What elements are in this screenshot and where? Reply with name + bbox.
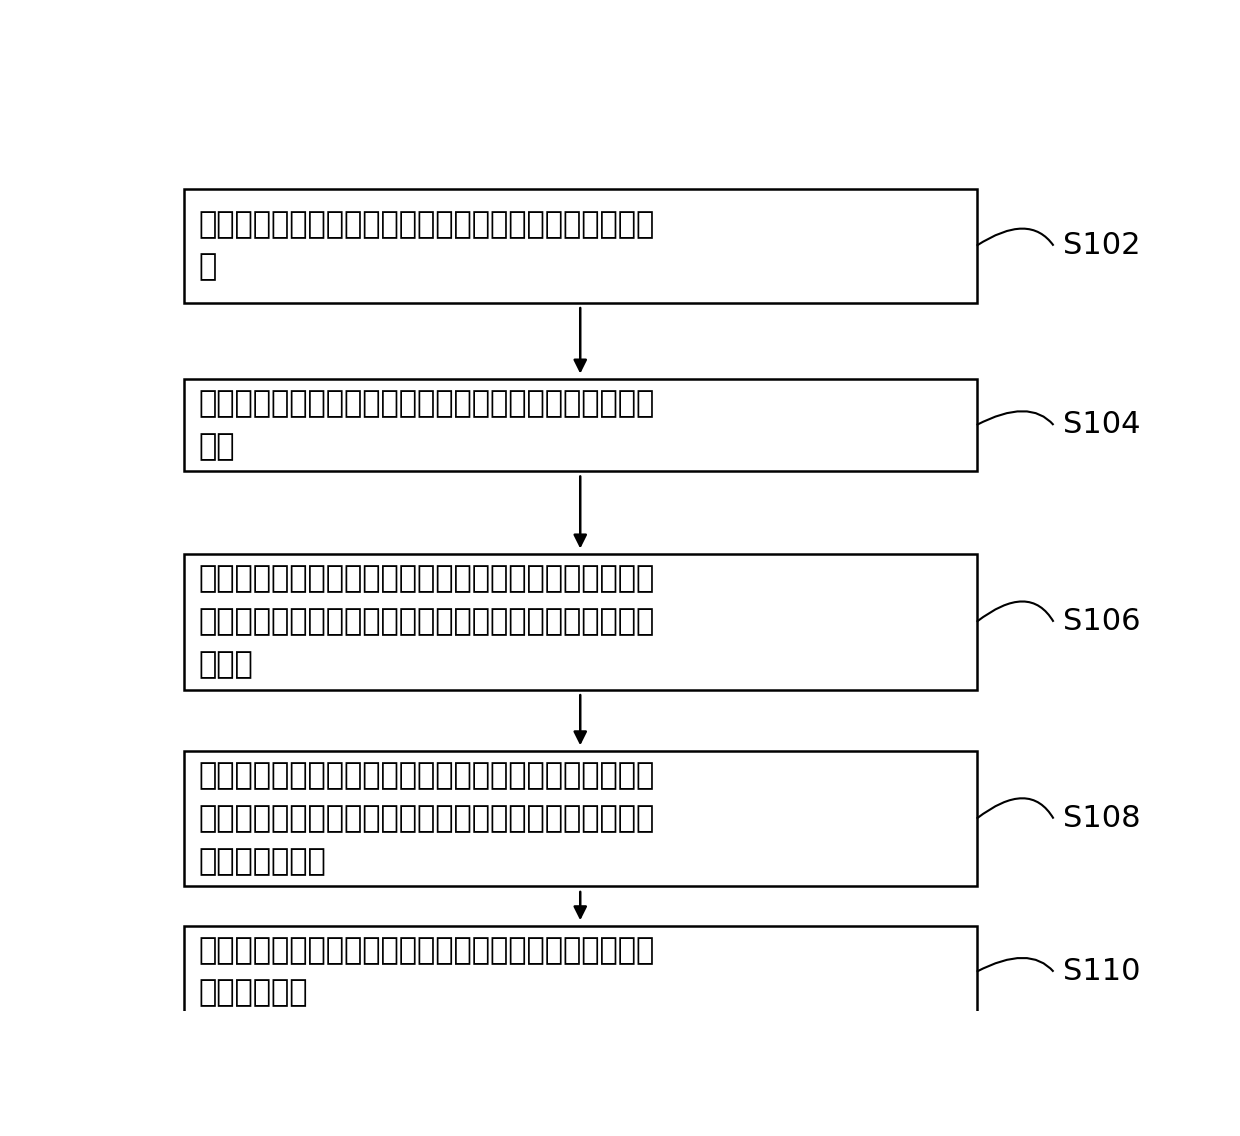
Bar — [184, 926, 977, 1018]
Text: S110: S110 — [1063, 958, 1141, 986]
Text: 对无线通信信号进行频谱分析，得到无线通信信号的信号
频谱: 对无线通信信号进行频谱分析，得到无线通信信号的信号 频谱 — [198, 389, 655, 461]
Bar — [184, 189, 977, 302]
Text: 对无线通信信号和第一抵消信号进行处理，得到处理后的
无线通信信号: 对无线通信信号和第一抵消信号进行处理，得到处理后的 无线通信信号 — [198, 936, 655, 1008]
Bar — [184, 751, 977, 886]
Text: S104: S104 — [1063, 410, 1141, 440]
Text: 获取在开启无线通信集成电路的天线时采集的无线通信信
号: 获取在开启无线通信集成电路的天线时采集的无线通信信 号 — [198, 210, 655, 282]
Text: S102: S102 — [1063, 231, 1141, 260]
Bar — [184, 554, 977, 690]
Text: S108: S108 — [1063, 804, 1141, 833]
Text: 将无线通信信号的信号频谱与预设的噪声模型中的各噪声
信号的信号频谱进行比较，确定无线通信信号中的第一干
扰信号: 将无线通信信号的信号频谱与预设的噪声模型中的各噪声 信号的信号频谱进行比较，确定… — [198, 565, 655, 679]
Text: S106: S106 — [1063, 608, 1141, 636]
Text: 根据预设的噪声模型中与第一干扰信号最接近的噪声信号
的信号频谱，生成与第一干扰信号最接近的噪声信号相反
的第一抵消信号: 根据预设的噪声模型中与第一干扰信号最接近的噪声信号 的信号频谱，生成与第一干扰信… — [198, 761, 655, 876]
Bar — [184, 379, 977, 471]
